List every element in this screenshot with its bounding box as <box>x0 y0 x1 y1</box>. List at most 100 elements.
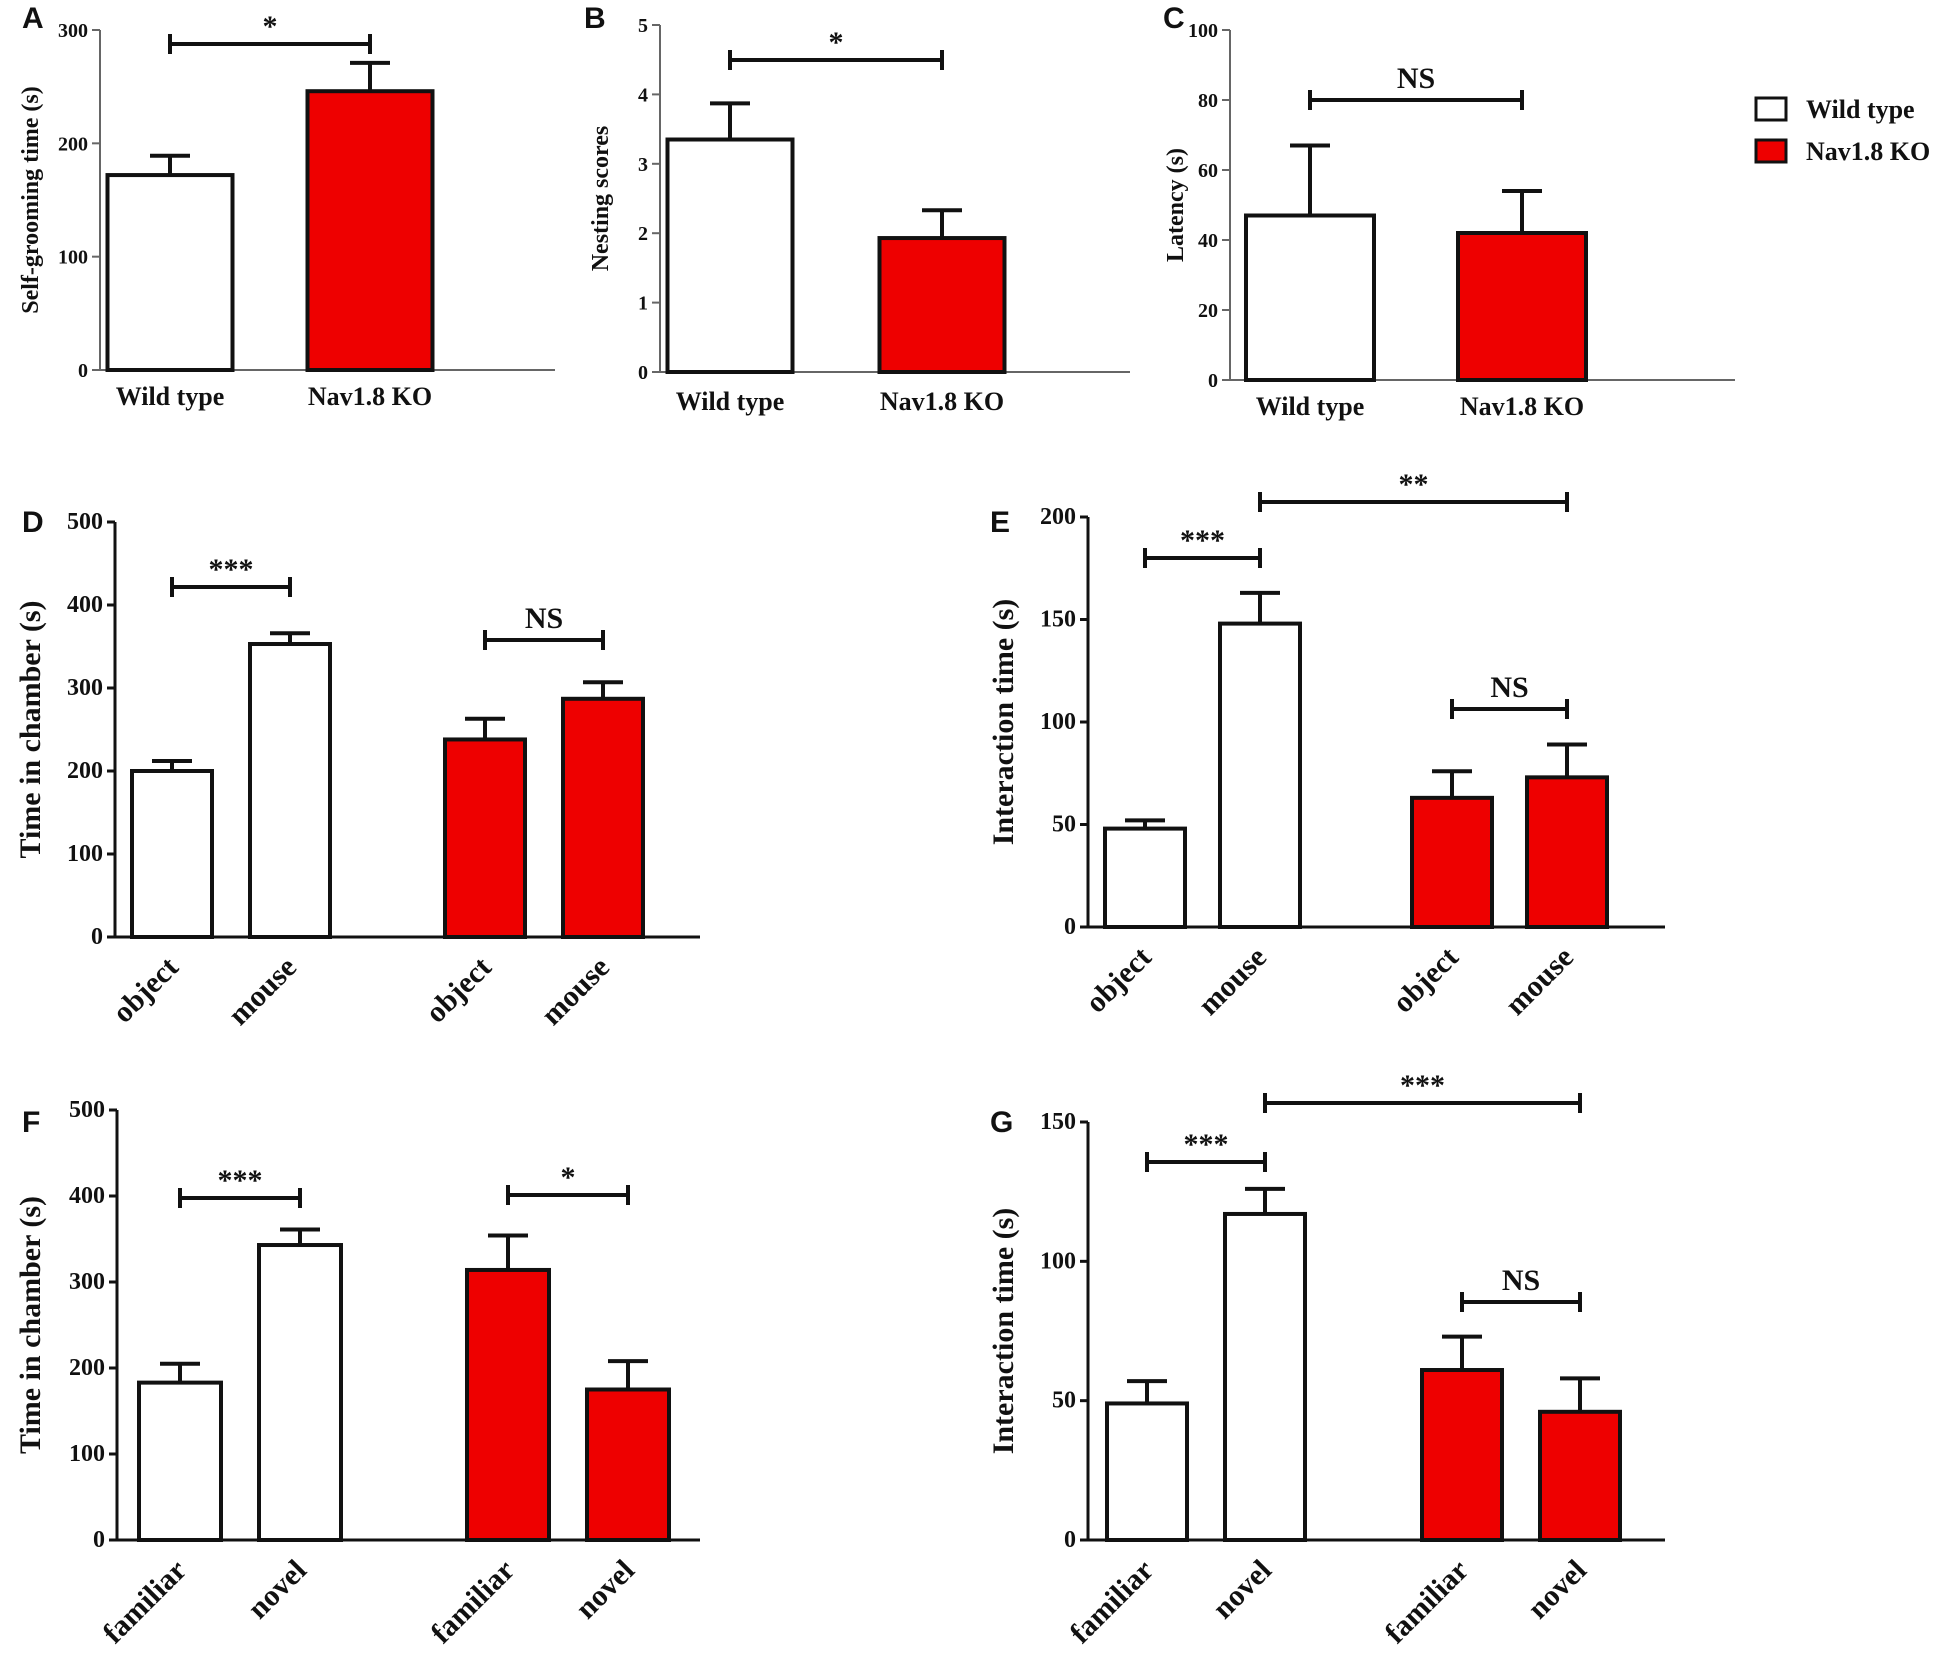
category-label-f: novel <box>241 1554 313 1626</box>
bar-f-3 <box>465 1267 551 1542</box>
bar-b-2 <box>877 236 1007 374</box>
panel-g: G 0 50 100 150 Interaction time (s) familiar no… <box>987 1069 1665 1650</box>
category-label-g: familiar <box>1379 1554 1475 1650</box>
y-tick-label-f: 400 <box>69 1183 105 1209</box>
significance-label-e: ** <box>1399 468 1429 501</box>
y-tick-label-g: 150 <box>1040 1109 1076 1135</box>
y-tick-label-c: 20 <box>1198 300 1218 322</box>
category-label-b: Nav1.8 KO <box>880 387 1004 416</box>
y-axis-title-b: Nesting scores <box>588 126 614 272</box>
panel-f: F 0 100 200 300 400 500 Time in chamber (s) fami… <box>14 1097 700 1650</box>
significance-label-f: * <box>561 1161 576 1194</box>
bar-d-4 <box>561 696 645 939</box>
significance-label-e: *** <box>1180 524 1225 557</box>
bar-f-4 <box>585 1387 671 1542</box>
category-label-f: familiar <box>97 1554 193 1650</box>
bar-a-2 <box>305 89 435 372</box>
y-tick-label-b: 0 <box>638 362 648 384</box>
y-tick-label-d: 0 <box>91 924 103 950</box>
y-tick-label-f: 300 <box>69 1269 105 1295</box>
y-tick-label-b: 1 <box>638 293 648 315</box>
bar-a-1 <box>105 173 235 372</box>
category-label-f: novel <box>569 1554 641 1626</box>
category-label-b: Wild type <box>676 387 785 416</box>
category-label-e: mouse <box>1499 941 1580 1022</box>
y-tick-label-g: 100 <box>1040 1248 1076 1274</box>
legend-swatch-wild-type <box>1754 96 1788 122</box>
y-axis-title-e: Interaction time (s) <box>987 599 1020 846</box>
legend-label-nav18-ko: Nav1.8 KO <box>1806 137 1930 166</box>
category-label-e: mouse <box>1192 941 1273 1022</box>
y-tick-label-d: 200 <box>67 758 103 784</box>
y-tick-label-b: 3 <box>638 154 648 176</box>
y-tick-label-e: 100 <box>1040 709 1076 735</box>
bar-d-1 <box>130 769 214 939</box>
category-label-d: mouse <box>222 951 303 1032</box>
bar-d-2 <box>248 642 332 939</box>
legend: Wild type Nav1.8 KO <box>1754 95 1930 166</box>
significance-label-d: *** <box>209 553 254 586</box>
y-tick-label-a: 300 <box>58 20 88 42</box>
significance-label-d: NS <box>525 602 563 635</box>
y-axis-title-a: Self-grooming time (s) <box>18 86 44 314</box>
category-label-g: novel <box>1521 1554 1593 1626</box>
y-axis-title-g: Interaction time (s) <box>987 1208 1020 1455</box>
y-axis-title-f: Time in chamber (s) <box>14 1196 47 1454</box>
bar-c-2 <box>1456 231 1588 382</box>
y-tick-label-e: 150 <box>1040 607 1076 633</box>
panel-label-d: D <box>22 506 44 539</box>
panel-a: A 0 100 200 300 Self-grooming time (s) Wild ty… <box>18 2 555 411</box>
category-label-d: mouse <box>535 951 616 1032</box>
y-tick-label-c: 60 <box>1198 160 1218 182</box>
y-tick-label-d: 500 <box>67 509 103 535</box>
y-tick-label-b: 5 <box>638 15 648 37</box>
category-label-d: object <box>106 951 185 1030</box>
y-axis-title-d: Time in chamber (s) <box>14 600 47 858</box>
panel-label-e: E <box>990 506 1010 539</box>
panel-c: C 0 20 40 60 80 100 Latency (s) Wild type Nav1.8 … <box>1163 2 1735 421</box>
bar-g-1 <box>1105 1401 1189 1543</box>
y-tick-label-f: 200 <box>69 1355 105 1381</box>
significance-label-c: NS <box>1397 62 1435 95</box>
y-tick-label-a: 100 <box>58 247 88 269</box>
category-label-c: Nav1.8 KO <box>1460 392 1584 421</box>
significance-label-b: * <box>829 26 844 59</box>
y-tick-label-c: 0 <box>1208 370 1218 392</box>
bar-c-1 <box>1244 213 1376 382</box>
y-tick-label-e: 0 <box>1064 914 1076 940</box>
category-label-c: Wild type <box>1256 392 1365 421</box>
bar-e-1 <box>1103 826 1187 929</box>
y-tick-label-f: 100 <box>69 1441 105 1467</box>
panel-label-a: A <box>22 2 44 35</box>
category-label-a: Wild type <box>116 382 225 411</box>
significance-label-a: * <box>263 10 278 43</box>
category-label-g: familiar <box>1064 1554 1160 1650</box>
y-tick-label-c: 80 <box>1198 90 1218 112</box>
y-tick-label-g: 50 <box>1052 1388 1076 1414</box>
y-tick-label-d: 400 <box>67 592 103 618</box>
bar-g-2 <box>1223 1211 1307 1542</box>
bar-b-1 <box>665 137 795 374</box>
legend-label-wild-type: Wild type <box>1806 95 1915 124</box>
category-label-a: Nav1.8 KO <box>308 382 432 411</box>
significance-label-g: NS <box>1502 1264 1540 1297</box>
panel-b: B 0 1 2 3 4 5 Nesting scores Wild type Nav1.8 KO * <box>584 2 1130 416</box>
bar-d-3 <box>443 737 527 940</box>
bar-f-1 <box>137 1380 223 1542</box>
panel-label-g: G <box>990 1106 1013 1139</box>
y-tick-label-b: 2 <box>638 223 648 245</box>
panel-label-f: F <box>22 1106 40 1139</box>
category-label-d: object <box>419 951 498 1030</box>
category-label-g: novel <box>1206 1554 1278 1626</box>
category-label-f: familiar <box>425 1554 521 1650</box>
panel-label-b: B <box>584 2 606 35</box>
significance-label-g: *** <box>1400 1069 1445 1102</box>
bar-f-2 <box>257 1243 343 1543</box>
significance-label-g: *** <box>1184 1128 1229 1161</box>
y-tick-label-e: 200 <box>1040 504 1076 530</box>
bar-e-2 <box>1218 621 1302 929</box>
y-tick-label-d: 300 <box>67 675 103 701</box>
significance-label-f: *** <box>218 1164 263 1197</box>
